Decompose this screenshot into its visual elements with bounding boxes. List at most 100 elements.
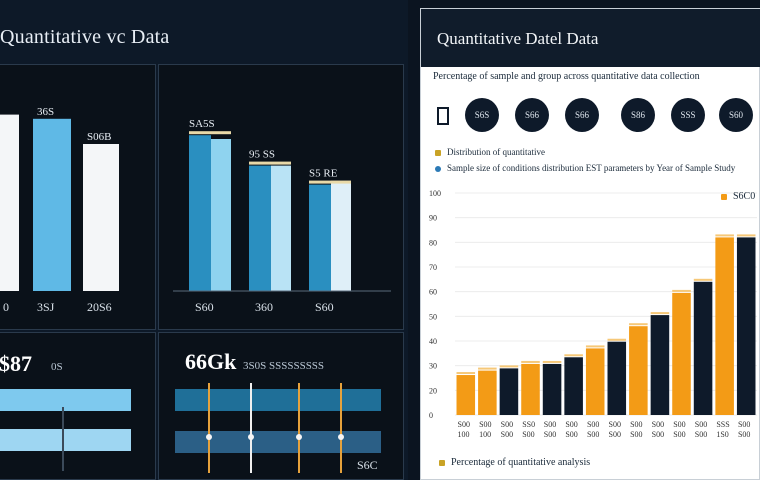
kpi-circle: S60 (719, 98, 753, 132)
card2-bar-label: S5 RE (309, 168, 338, 180)
card2-bar-primary (189, 135, 211, 291)
x-tick-label: S00 (544, 420, 556, 429)
x-tick-label: S00 (695, 420, 707, 429)
chart-bar (478, 370, 497, 415)
x-tick-label: 100 (479, 430, 491, 439)
x-tick-label: 100 (458, 430, 470, 439)
chart-bar (585, 348, 605, 415)
card1-tick: 20S6 (87, 300, 112, 314)
chart-bar (672, 292, 691, 415)
timeline-bars: S6C (175, 383, 381, 473)
chart-bar (607, 341, 627, 415)
card2-tick: 360 (255, 300, 273, 314)
y-tick-label: 40 (429, 337, 437, 346)
x-tick-label: S00 (587, 420, 599, 429)
card1-bar (0, 114, 19, 291)
y-tick-label: 60 (429, 288, 437, 297)
card-metric-left: $87 0S (0, 332, 156, 480)
card-metric-right: 66Gk 3S0S SSSSSSSSS S6C (158, 332, 404, 480)
chart-bar (456, 375, 476, 415)
card2-bar-cap (249, 161, 291, 165)
chart-callout: S6C0 (721, 191, 755, 202)
y-tick-label: 90 (429, 214, 437, 223)
timeline-bar-2 (175, 431, 381, 453)
card2-bar-label: 95 SS (249, 149, 275, 161)
chart-bar-cap (499, 365, 519, 368)
card2-tick: S60 (195, 300, 214, 314)
x-tick-label: S00 (609, 430, 621, 439)
timeline-bar-1 (175, 389, 381, 411)
y-tick-label: 100 (429, 189, 441, 198)
y-tick-label: 30 (429, 362, 437, 371)
x-tick-label: S00 (630, 430, 642, 439)
main-bar-chart: 02030405060708090100S00100S00100S00S00SS… (429, 189, 757, 439)
chart-bar-cap (693, 278, 713, 281)
chart-bar-cap (736, 234, 756, 237)
chart-bar (650, 315, 670, 415)
metric-value-2: 66Gk (185, 349, 237, 374)
chart-bar (499, 368, 519, 415)
card1-tick: 0 (3, 300, 9, 314)
metric-bars (0, 389, 131, 471)
card-single-bars: 0 36S 3SJ S06B 20S6 (0, 64, 156, 330)
metric-bar-1 (0, 389, 131, 411)
y-tick-label: 70 (429, 263, 437, 272)
chart-bar-cap (672, 289, 691, 292)
x-tick-label: S00 (479, 420, 491, 429)
card2-bar-primary (309, 184, 331, 291)
card1-bar-label: 36S (37, 106, 54, 118)
chart-bar-cap (607, 338, 627, 341)
right-panel-title: Quantitative Datel Data (437, 29, 599, 48)
card2-bar-primary (249, 165, 271, 291)
document-icon (437, 107, 449, 125)
x-tick-label: S00 (587, 430, 599, 439)
chart-bar (542, 363, 562, 415)
x-tick-label: S00 (501, 430, 513, 439)
right-panel: Quantitative Datel Data Percentage of sa… (420, 8, 760, 480)
card1-bar (33, 118, 71, 291)
right-header: Quantitative Datel Data (421, 9, 760, 67)
chart-bar (521, 363, 540, 415)
chart-bar-cap (521, 360, 540, 363)
chart-subtitle: Percentage of sample and group across qu… (433, 71, 700, 82)
single-bar-chart: 0 36S 3SJ S06B 20S6 (0, 106, 119, 314)
card2-bar-secondary (271, 165, 291, 291)
card1-tick: 3SJ (37, 300, 55, 314)
x-tick-label: S00 (652, 430, 664, 439)
chart-bar-cap (629, 323, 648, 326)
x-tick-label: SSS (716, 420, 729, 429)
chart-bar-cap (564, 354, 583, 357)
card1-bar-label: S06B (87, 131, 111, 143)
metric-value: $87 (0, 351, 32, 376)
chart-bar-cap (478, 367, 497, 370)
card2-tick: S60 (315, 300, 334, 314)
chart-bar (564, 357, 583, 415)
x-tick-label: S00 (673, 430, 685, 439)
y-tick-label: 20 (429, 386, 437, 395)
footer-dot-icon (439, 459, 445, 466)
metric-note: 0S (51, 361, 63, 373)
card2-bar-cap (189, 131, 231, 135)
legend-item-1: Distribution of quantitative (435, 147, 545, 157)
x-tick-label: S00 (738, 420, 750, 429)
callout-dot-icon (721, 193, 727, 200)
card1-bar (83, 144, 119, 291)
x-tick-label: S00 (673, 420, 685, 429)
chart-bar (629, 326, 648, 415)
card2-bar-label: SA5S (189, 118, 215, 130)
metric-note-2: 3S0S SSSSSSSSS (243, 360, 325, 372)
x-tick-label: S00 (652, 420, 664, 429)
timeline-tick: S6C (357, 458, 378, 472)
x-tick-label: 1S0 (716, 430, 728, 439)
card2-bar-secondary (211, 139, 231, 291)
x-tick-label: S00 (630, 420, 642, 429)
card2-bar-secondary (331, 180, 351, 291)
x-tick-label: SS0 (522, 420, 535, 429)
kpi-circle: S66 (565, 98, 599, 132)
card-paired-bars: SA5S S60 95 SS 360 S5 RE S60 (158, 64, 404, 330)
chart-bar-cap (650, 312, 670, 315)
paired-bar-chart: SA5S S60 95 SS 360 S5 RE S60 (173, 118, 391, 314)
x-tick-label: S00 (501, 420, 513, 429)
left-panel: Quantitative vc Data 0 36S 3SJ S06B 20S6 SA5… (0, 26, 404, 480)
chart-bar (736, 237, 756, 415)
